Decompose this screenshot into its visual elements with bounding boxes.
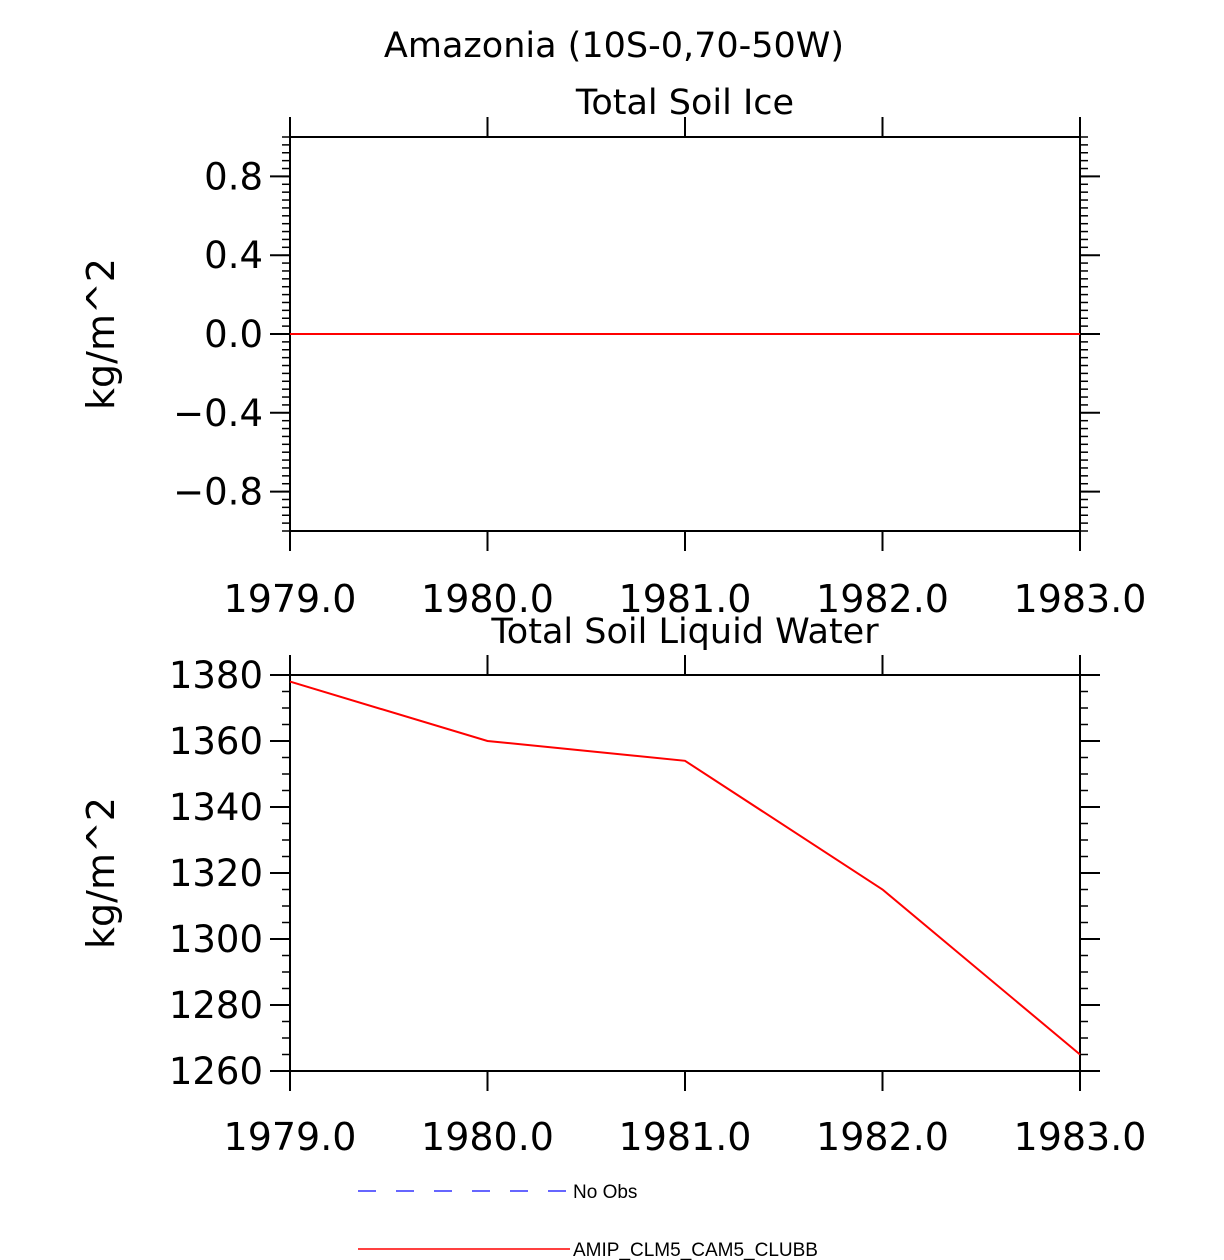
y-tick-label: 0.0 [204,313,263,356]
y-tick-label: 0.4 [204,234,263,277]
x-tick-label: 1983.0 [1014,1115,1147,1159]
y-tick-label: 1300 [169,918,263,961]
y-tick-label: 1280 [169,984,263,1027]
y-axis-label: kg/m^2 [79,258,123,410]
panel-total-soil-ice: Total Soil Ice kg/m^2 −0.8 −0.4 0.0 0.4 0.8 197… [79,83,1146,621]
panel-total-soil-liquid-water: Total Soil Liquid Water kg/m^2 1260 1280 130… [79,612,1146,1159]
legend-label: AMIP_CLM5_CAM5_CLUBB [573,1240,818,1260]
x-tick-label: 1981.0 [619,1115,752,1159]
x-tick-label: 1983.0 [1014,577,1147,621]
plot-frame [289,674,1081,1072]
y-tick-label: −0.4 [173,392,263,435]
panel-title: Total Soil Ice [575,83,794,123]
y-tick-label: −0.8 [173,471,263,514]
legend-label: No Obs [573,1182,637,1203]
x-tick-label: 1979.0 [224,577,357,621]
x-tick-label: 1980.0 [421,577,554,621]
x-tick-label: 1979.0 [224,1115,357,1159]
y-tick-label: 1380 [169,654,263,697]
legend: No Obs AMIP_CLM5_CAM5_CLUBB [358,1182,818,1260]
x-tick-label: 1980.0 [421,1115,554,1159]
figure-title: Amazonia (10S-0,70-50W) [384,26,844,66]
y-axis-label: kg/m^2 [79,797,123,949]
y-tick-label: 1260 [169,1050,263,1093]
y-tick-label: 1360 [169,720,263,763]
y-tick-label: 1340 [169,786,263,829]
x-tick-label: 1982.0 [816,577,949,621]
x-tick-label: 1982.0 [816,1115,949,1159]
y-tick-label: 0.8 [204,155,263,198]
panel-title: Total Soil Liquid Water [490,612,879,652]
x-tick-label: 1981.0 [619,577,752,621]
y-tick-label: 1320 [169,852,263,895]
series-line [289,680,1081,1056]
